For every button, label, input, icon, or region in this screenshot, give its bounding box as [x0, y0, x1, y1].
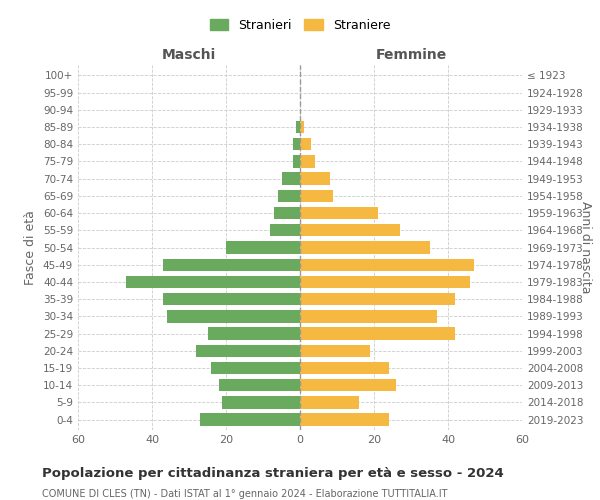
- Bar: [196, 344, 300, 357]
- Bar: [300, 293, 455, 306]
- Bar: [208, 328, 300, 340]
- Bar: [300, 172, 329, 185]
- Bar: [300, 190, 334, 202]
- Bar: [226, 242, 300, 254]
- Bar: [293, 138, 300, 150]
- Y-axis label: Fasce di età: Fasce di età: [25, 210, 37, 285]
- Bar: [271, 224, 300, 236]
- Bar: [200, 414, 300, 426]
- Y-axis label: Anni di nascita: Anni di nascita: [579, 201, 592, 294]
- Bar: [211, 362, 300, 374]
- Bar: [300, 121, 304, 133]
- Bar: [300, 379, 396, 392]
- Bar: [293, 155, 300, 168]
- Bar: [300, 344, 370, 357]
- Bar: [126, 276, 300, 288]
- Bar: [278, 190, 300, 202]
- Bar: [296, 121, 300, 133]
- Bar: [167, 310, 300, 322]
- Bar: [274, 207, 300, 220]
- Bar: [300, 242, 430, 254]
- Bar: [300, 414, 389, 426]
- Bar: [300, 310, 437, 322]
- Text: COMUNE DI CLES (TN) - Dati ISTAT al 1° gennaio 2024 - Elaborazione TUTTITALIA.IT: COMUNE DI CLES (TN) - Dati ISTAT al 1° g…: [42, 489, 448, 499]
- Bar: [218, 379, 300, 392]
- Bar: [300, 224, 400, 236]
- Bar: [163, 258, 300, 271]
- Bar: [300, 138, 311, 150]
- Bar: [300, 276, 470, 288]
- Bar: [300, 207, 378, 220]
- Bar: [300, 396, 359, 408]
- Legend: Stranieri, Straniere: Stranieri, Straniere: [205, 14, 395, 37]
- Bar: [300, 362, 389, 374]
- Bar: [163, 293, 300, 306]
- Text: Popolazione per cittadinanza straniera per età e sesso - 2024: Popolazione per cittadinanza straniera p…: [42, 468, 504, 480]
- Bar: [300, 155, 315, 168]
- Text: Maschi: Maschi: [162, 48, 216, 62]
- Text: Femmine: Femmine: [376, 48, 446, 62]
- Bar: [300, 328, 455, 340]
- Bar: [281, 172, 300, 185]
- Bar: [223, 396, 300, 408]
- Bar: [300, 258, 474, 271]
